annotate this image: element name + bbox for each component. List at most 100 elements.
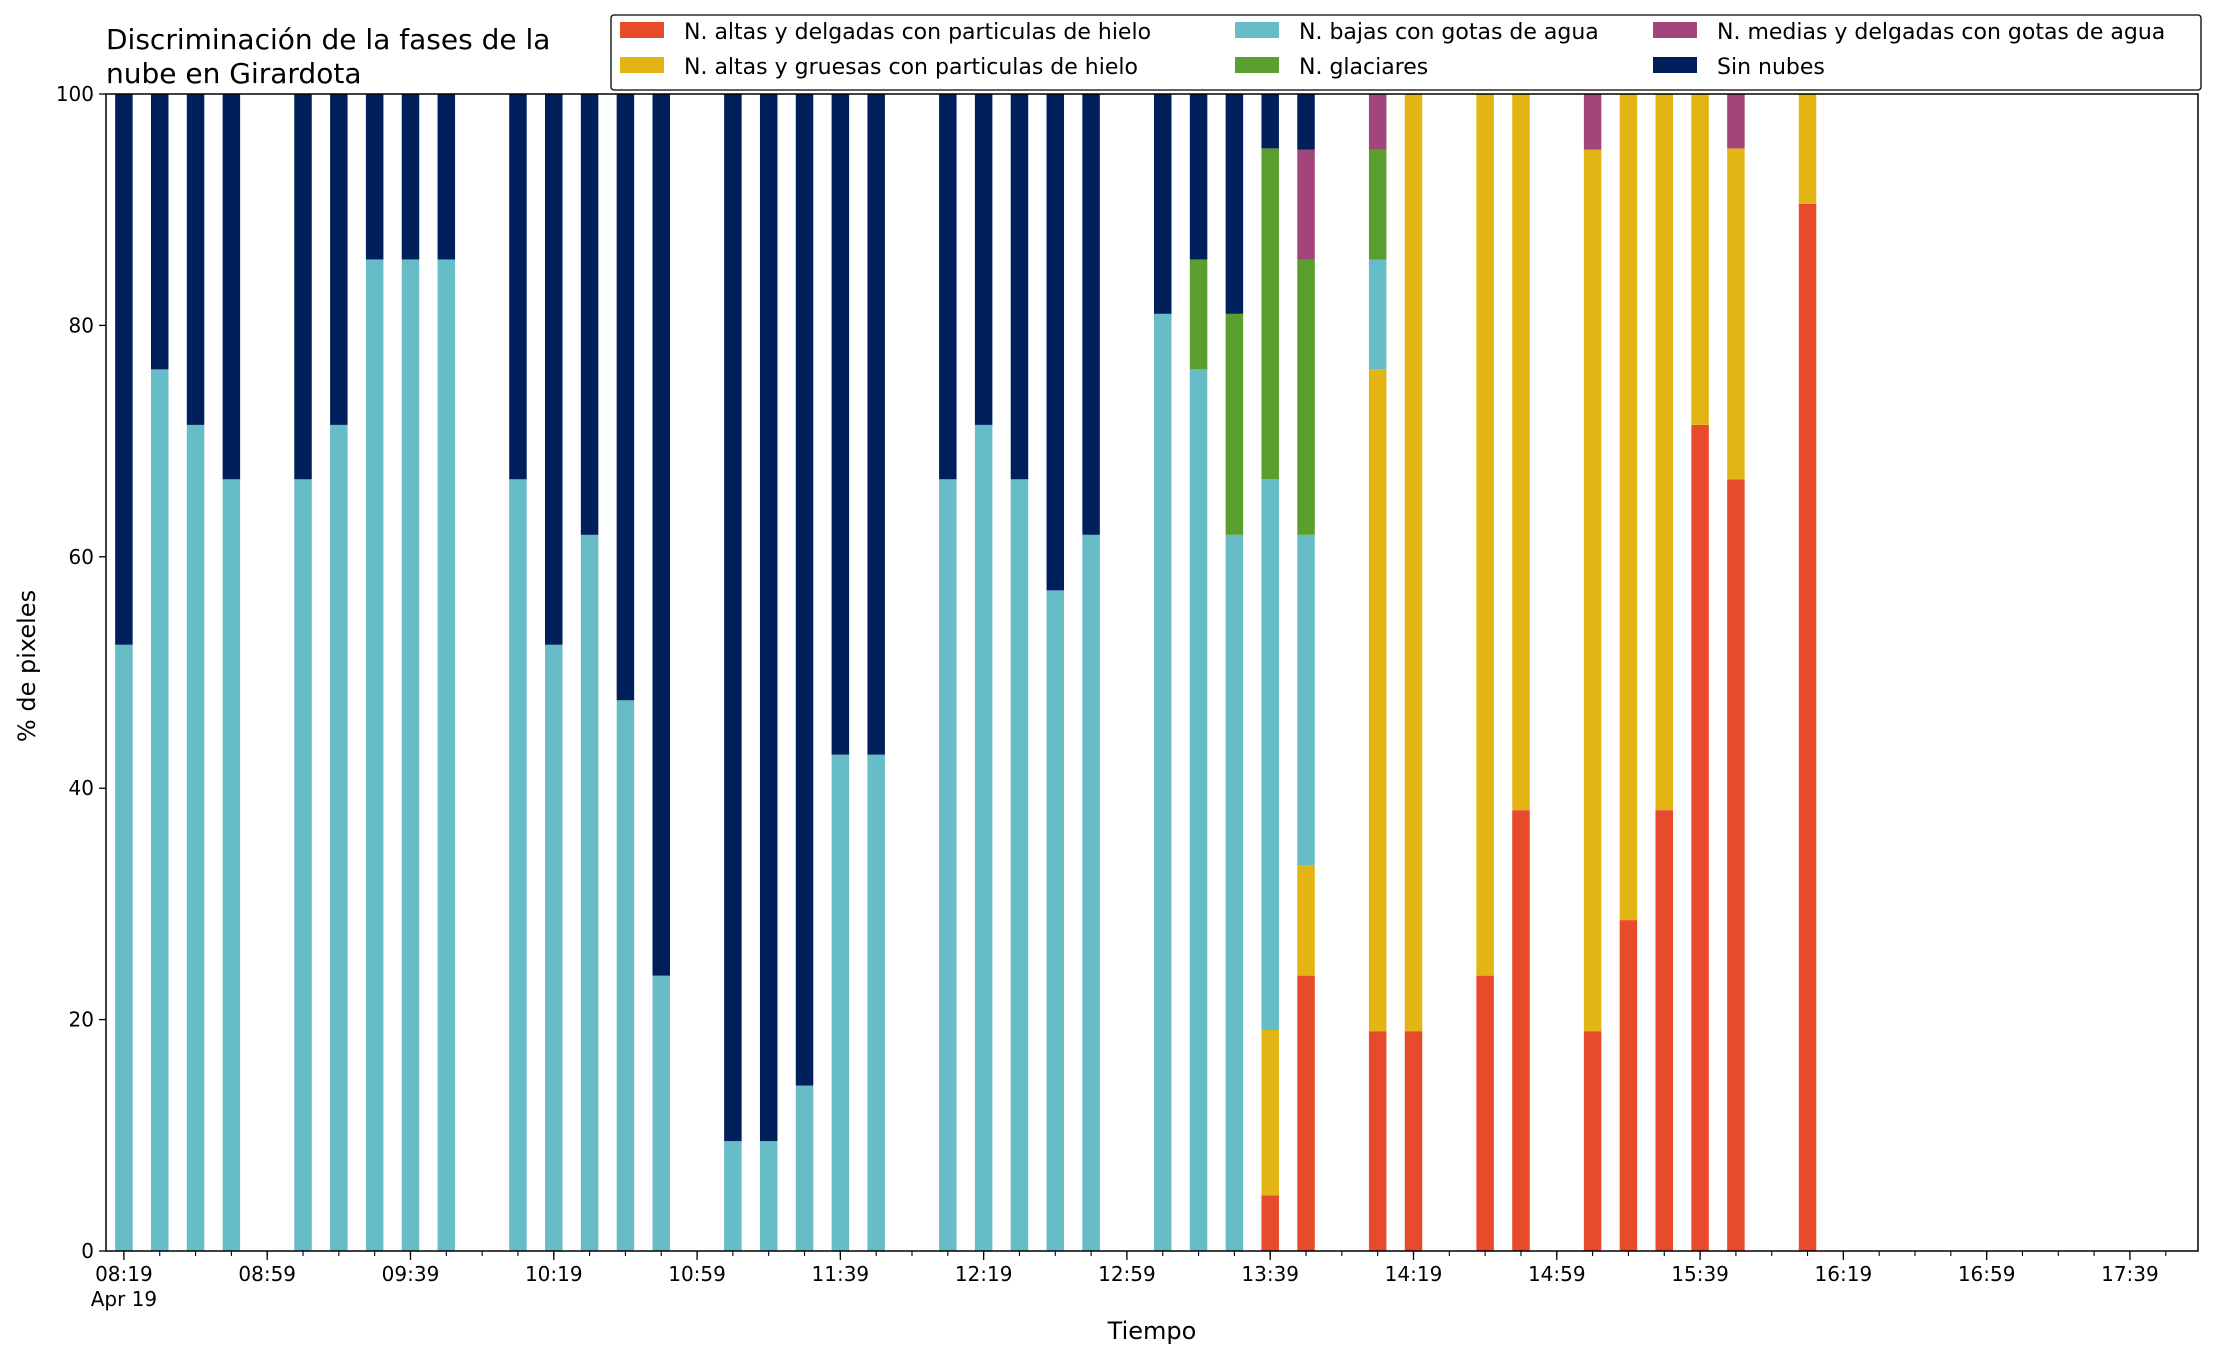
bar-segment-sin-nubes [1154, 94, 1172, 314]
bar-segment-sin-nubes [545, 94, 563, 645]
bar-segment-sin-nubes [365, 94, 384, 260]
bar-segment-n-bajas-con-gotas-de-agua [186, 424, 205, 1251]
legend-label-n-medias-y-delgadas-con-gotas-de-agua: N. medias y delgadas con gotas de agua [1717, 20, 2165, 45]
bar-segment-sin-nubes [724, 94, 742, 1142]
bar-segment-n-bajas-con-gotas-de-agua [1046, 590, 1065, 1251]
bar-segment-n-altas-y-delgadas-con-particulas-de-hielo [1261, 1195, 1279, 1251]
bar-segment-n-altas-y-delgadas-con-particulas-de-hielo [1727, 479, 1745, 1251]
bar-segment-n-glaciares [1189, 259, 1208, 370]
legend-label-n-glaciares: N. glaciares [1299, 55, 1428, 80]
bar-segment-n-altas-y-delgadas-con-particulas-de-hielo [1368, 1031, 1387, 1251]
bar-segment-n-glaciares [1261, 148, 1279, 480]
bar-segment-sin-nubes [115, 94, 133, 645]
bar-segment-sin-nubes [759, 94, 778, 1142]
legend-label-sin-nubes: Sin nubes [1717, 55, 1825, 80]
bar-segment-n-bajas-con-gotas-de-agua [1225, 534, 1244, 1251]
bar-segment-n-glaciares [1368, 149, 1387, 260]
y-axis-label: % de pixeles [13, 590, 41, 742]
bar-segment-sin-nubes [974, 94, 993, 425]
bar-segment-n-bajas-con-gotas-de-agua [724, 1141, 742, 1251]
bar-segment-n-altas-y-gruesas-con-particulas-de-hielo [1512, 94, 1530, 811]
x-tick-label: 10:59 [668, 1262, 726, 1286]
plot-frame [105, 93, 2199, 1252]
legend-label-n-altas-y-gruesas-con-particulas-de-hielo: N. altas y gruesas con particulas de hie… [684, 55, 1138, 80]
bar-segment-n-bajas-con-gotas-de-agua [330, 424, 348, 1251]
bar-segment-n-bajas-con-gotas-de-agua [1010, 479, 1029, 1251]
bar-segment-n-bajas-con-gotas-de-agua [795, 1085, 814, 1251]
x-tick-label: 09:39 [382, 1262, 440, 1286]
bar-segment-n-altas-y-gruesas-con-particulas-de-hielo [1261, 1030, 1279, 1196]
bar-segment-n-altas-y-delgadas-con-particulas-de-hielo [1691, 424, 1709, 1251]
bar-segment-n-altas-y-gruesas-con-particulas-de-hielo [1691, 94, 1709, 425]
bar-segment-sin-nubes [401, 94, 420, 260]
bar-segment-sin-nubes [1189, 94, 1208, 260]
bar-segment-sin-nubes [437, 94, 456, 260]
y-tick-label: 0 [81, 1239, 94, 1263]
bar-segment-n-altas-y-delgadas-con-particulas-de-hielo [1297, 975, 1315, 1251]
bar-segment-n-altas-y-gruesas-con-particulas-de-hielo [1297, 865, 1315, 976]
bar-segment-sin-nubes [616, 94, 635, 701]
bar-segment-n-altas-y-delgadas-con-particulas-de-hielo [1798, 203, 1817, 1251]
bar-segment-n-altas-y-gruesas-con-particulas-de-hielo [1404, 94, 1423, 1032]
x-tick-label: 13:39 [1241, 1262, 1299, 1286]
bar-segment-sin-nubes [1046, 94, 1065, 591]
bar-segment-n-bajas-con-gotas-de-agua [437, 259, 456, 1251]
bar-segment-n-bajas-con-gotas-de-agua [759, 1141, 778, 1251]
bar-segment-n-bajas-con-gotas-de-agua [401, 259, 420, 1251]
bar-segment-n-bajas-con-gotas-de-agua [652, 975, 670, 1251]
legend: N. altas y delgadas con particulas de hi… [610, 14, 2202, 91]
x-tick-label: 14:59 [1528, 1262, 1586, 1286]
bar-segment-sin-nubes [795, 94, 814, 1086]
x-tick-label: 16:59 [1958, 1262, 2016, 1286]
bar-segment-sin-nubes [867, 94, 885, 755]
y-tick-label: 80 [69, 313, 94, 337]
legend-frame [610, 14, 2202, 91]
bar-segment-sin-nubes [294, 94, 312, 480]
bar-segment-sin-nubes [580, 94, 599, 535]
bar-segment-sin-nubes [1297, 94, 1315, 150]
legend-swatch-n-altas-y-delgadas-con-particulas-de-hielo [620, 22, 664, 38]
bar-segment-sin-nubes [1010, 94, 1029, 480]
bar-segment-sin-nubes [939, 94, 957, 480]
bar-segment-n-bajas-con-gotas-de-agua [939, 479, 957, 1251]
chart-title-line-2: nube en Girardota [106, 57, 361, 90]
bar-segment-n-bajas-con-gotas-de-agua [580, 534, 599, 1251]
bar-segment-sin-nubes [150, 94, 169, 370]
bar-segment-n-altas-y-gruesas-con-particulas-de-hielo [1798, 94, 1817, 204]
bar-segment-n-bajas-con-gotas-de-agua [1082, 534, 1100, 1251]
bar-segment-n-bajas-con-gotas-de-agua [509, 479, 527, 1251]
bar-segment-n-glaciares [1225, 313, 1244, 535]
chart-title-line-1: Discriminación de la fases de la [106, 23, 550, 56]
bar-segment-n-bajas-con-gotas-de-agua [616, 700, 635, 1251]
bar-segment-n-altas-y-delgadas-con-particulas-de-hielo [1583, 1031, 1602, 1251]
bar-segment-n-bajas-con-gotas-de-agua [115, 644, 133, 1251]
bar-segment-n-bajas-con-gotas-de-agua [1189, 369, 1208, 1251]
legend-swatch-sin-nubes [1653, 57, 1697, 73]
y-tick-label: 100 [56, 82, 94, 106]
bar-segment-n-bajas-con-gotas-de-agua [831, 754, 850, 1251]
x-tick-label: 16:19 [1815, 1262, 1873, 1286]
bar-segment-sin-nubes [330, 94, 348, 425]
bar-segment-n-bajas-con-gotas-de-agua [1368, 259, 1387, 370]
bar-segment-n-medias-y-delgadas-con-gotas-de-agua [1583, 94, 1602, 150]
bar-segment-n-bajas-con-gotas-de-agua [1261, 479, 1279, 1031]
y-tick-label: 40 [69, 776, 94, 800]
x-tick-label: 08:19 [95, 1262, 153, 1286]
bar-segment-n-medias-y-delgadas-con-gotas-de-agua [1727, 94, 1745, 149]
bar-segment-n-medias-y-delgadas-con-gotas-de-agua [1368, 94, 1387, 150]
bar-segment-sin-nubes [831, 94, 850, 755]
legend-label-n-bajas-con-gotas-de-agua: N. bajas con gotas de agua [1299, 20, 1599, 45]
bar-segment-n-bajas-con-gotas-de-agua [974, 424, 993, 1251]
x-tick-label: 14:19 [1385, 1262, 1443, 1286]
x-tick-label: 10:19 [525, 1262, 583, 1286]
legend-swatch-n-medias-y-delgadas-con-gotas-de-agua [1653, 22, 1697, 38]
bar-segment-n-altas-y-gruesas-con-particulas-de-hielo [1476, 94, 1494, 976]
bar-segment-n-bajas-con-gotas-de-agua [545, 644, 563, 1251]
bar-segment-n-bajas-con-gotas-de-agua [867, 754, 885, 1251]
bar-segment-n-altas-y-gruesas-con-particulas-de-hielo [1583, 149, 1602, 1032]
y-tick-label: 60 [69, 545, 94, 569]
bar-segment-n-medias-y-delgadas-con-gotas-de-agua [1297, 149, 1315, 260]
bar-segment-n-altas-y-gruesas-con-particulas-de-hielo [1727, 148, 1745, 480]
